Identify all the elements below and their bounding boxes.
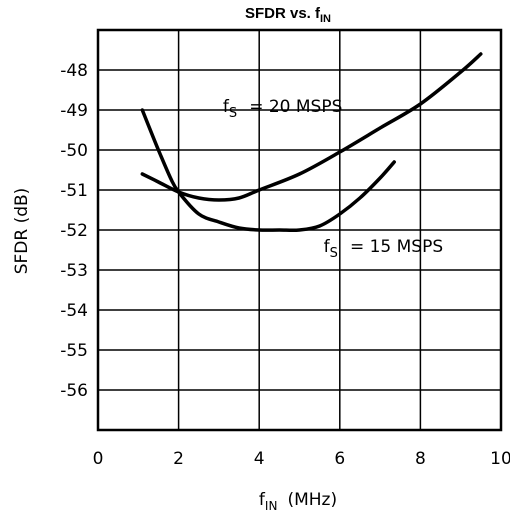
y-tick-label: -51 — [60, 181, 88, 201]
y-tick-label: -55 — [60, 341, 88, 361]
x-axis-label-sub: IN — [265, 499, 278, 513]
series-line-15msps — [140, 108, 396, 233]
x-axis-label-unit: (MHz) — [287, 490, 337, 510]
annotation-sub: S — [330, 246, 338, 261]
x-axis-label-main: f — [259, 490, 266, 510]
series-line-20msps — [140, 52, 483, 202]
annotation-label: f — [223, 97, 230, 117]
y-tick-label: -56 — [60, 381, 88, 401]
y-tick-label: -53 — [60, 261, 88, 281]
y-tick-label: -49 — [60, 101, 88, 121]
y-tick-label: -50 — [60, 141, 88, 161]
x-axis-label: fIN (MHz) — [259, 490, 337, 513]
plot-frame — [96, 28, 503, 432]
y-tick-label: -52 — [60, 221, 88, 241]
annotation-text: = 20 MSPS — [249, 97, 342, 117]
annotation-label: f — [324, 237, 331, 257]
chart-title-sub: IN — [320, 13, 331, 25]
y-tick-labels: -48 -49 -50 -51 -52 -53 -54 -55 -56 — [60, 61, 88, 401]
y-axis-label: SFDR (dB) — [12, 188, 32, 275]
x-tick-label: 0 — [93, 449, 104, 469]
x-tick-labels: 0 2 4 6 8 10 — [93, 449, 510, 469]
x-tick-label: 4 — [254, 449, 265, 469]
y-tick-label: -54 — [60, 301, 88, 321]
annotation-text: = 15 MSPS — [350, 237, 443, 257]
series-lines — [140, 52, 483, 233]
chart-title-main: SFDR vs. f — [245, 5, 321, 22]
series-annotation: fS = 15 MSPS — [324, 237, 443, 261]
x-tick-label: 8 — [415, 449, 426, 469]
grid-lines — [98, 30, 501, 430]
x-tick-label: 2 — [173, 449, 184, 469]
x-tick-label: 10 — [490, 449, 510, 469]
series-annotation: fS = 20 MSPS — [223, 97, 342, 121]
annotation-sub: S — [229, 106, 237, 121]
y-tick-label: -48 — [60, 61, 88, 81]
chart-title: SFDR vs. fIN — [245, 5, 331, 25]
x-tick-label: 6 — [334, 449, 345, 469]
